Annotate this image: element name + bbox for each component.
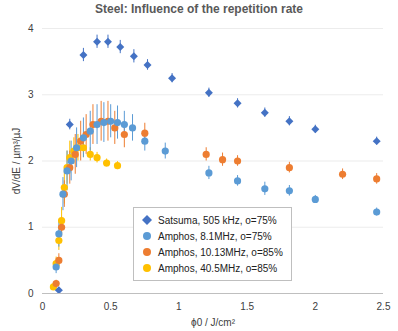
svg-text:dV/dE / µm³/µJ: dV/dE / µm³/µJ <box>11 128 22 195</box>
svg-text:ϕ0 / J/cm²: ϕ0 / J/cm² <box>191 317 236 328</box>
svg-text:2.5: 2.5 <box>377 301 391 312</box>
svg-text:0: 0 <box>40 301 46 312</box>
svg-text:2: 2 <box>313 301 319 312</box>
html-text:Amphos, 10.13MHz, o=85%: Amphos, 10.13MHz, o=85% <box>158 246 283 258</box>
html-text:Amphos, 8.1MHz, o=75%: Amphos, 8.1MHz, o=75% <box>158 230 272 242</box>
svg-text:0: 0 <box>28 288 34 299</box>
html-text:Satsuma, 505 kHz, o=75%: Satsuma, 505 kHz, o=75% <box>158 214 277 226</box>
svg-text:4: 4 <box>28 23 34 34</box>
html-text:Amphos, 40.5MHz, o=85%: Amphos, 40.5MHz, o=85% <box>158 262 278 274</box>
svg-text:1: 1 <box>176 301 182 312</box>
svg-text:1: 1 <box>28 221 34 232</box>
svg-text:3: 3 <box>28 89 34 100</box>
svg-text:0.5: 0.5 <box>104 301 118 312</box>
html-text:Steel: Influence of the repeti: Steel: Influence of the repetition rate <box>95 2 303 16</box>
svg-text:1.5: 1.5 <box>240 301 254 312</box>
svg-text:2: 2 <box>28 155 34 166</box>
